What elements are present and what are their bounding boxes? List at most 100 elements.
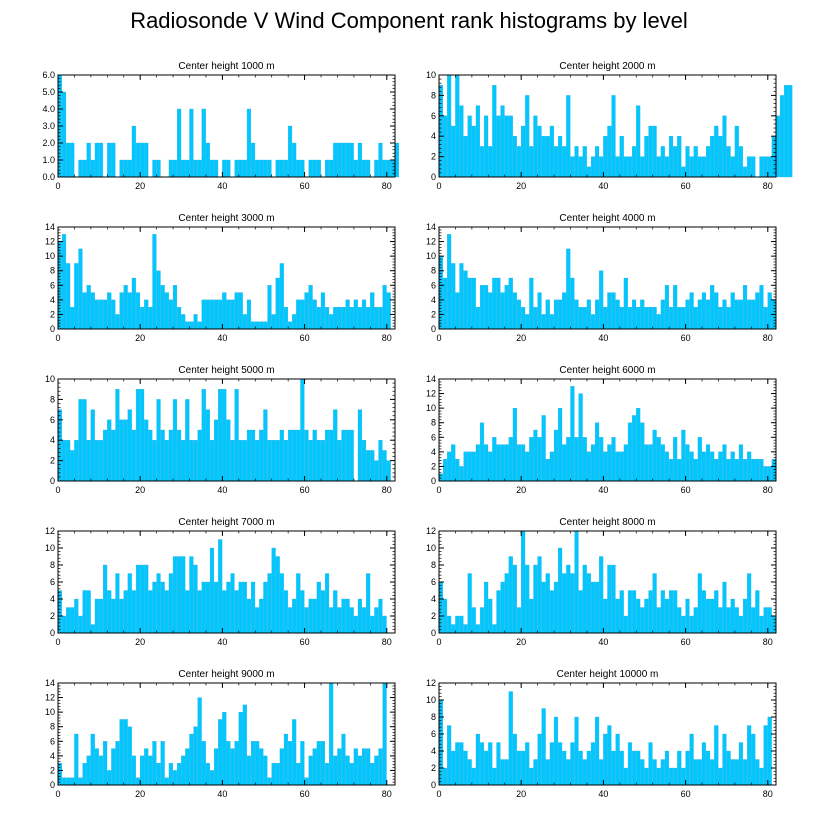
- histogram-bar: [255, 741, 260, 786]
- histogram-bar: [345, 429, 350, 482]
- histogram-bar: [447, 74, 452, 178]
- y-tick-label: 4: [431, 131, 436, 141]
- histogram-bar: [119, 598, 124, 634]
- histogram-bar: [271, 762, 276, 786]
- histogram-bar: [312, 429, 317, 482]
- histogram-bar: [267, 285, 272, 330]
- histogram-bar: [378, 748, 383, 786]
- histogram-bar: [541, 136, 546, 178]
- histogram-bar: [209, 770, 215, 786]
- histogram-bar: [361, 299, 367, 330]
- histogram-bar: [488, 146, 493, 178]
- y-tick-label: 10: [426, 251, 436, 261]
- histogram-bar: [333, 590, 338, 634]
- histogram-bar: [324, 159, 330, 178]
- histogram-bar: [566, 564, 571, 634]
- histogram-bar: [123, 419, 128, 482]
- histogram-bar: [693, 458, 698, 482]
- histogram-bar: [562, 573, 567, 634]
- histogram-bar: [193, 440, 198, 482]
- histogram-bar: [701, 742, 706, 786]
- histogram-bar: [582, 759, 587, 786]
- histogram-bar: [230, 573, 235, 634]
- histogram-bar: [533, 759, 538, 786]
- histogram-bar: [308, 755, 313, 786]
- histogram-bar: [751, 156, 756, 178]
- histogram-bar: [525, 451, 530, 482]
- y-tick-label: 4: [50, 751, 55, 761]
- histogram-bar: [447, 615, 452, 634]
- histogram-bar: [123, 719, 128, 786]
- histogram-bar: [656, 156, 661, 178]
- histogram-bar: [755, 590, 760, 634]
- y-tick-label: 0: [431, 324, 436, 334]
- histogram-bar: [479, 607, 485, 634]
- y-tick-label: 6: [50, 415, 55, 425]
- panel-title: Center height 6000 m: [559, 365, 655, 376]
- histogram-bar: [357, 306, 362, 330]
- histogram-bar: [734, 458, 739, 482]
- histogram-bar: [525, 564, 530, 634]
- histogram-bar: [201, 741, 206, 786]
- histogram-bar: [82, 590, 87, 634]
- histogram-bar: [316, 440, 321, 482]
- histogram-bar: [689, 292, 694, 330]
- histogram-bar: [566, 248, 571, 330]
- x-tick-label: 20: [135, 333, 145, 343]
- histogram-bar: [632, 590, 637, 634]
- y-tick-label: 6: [431, 729, 436, 739]
- histogram-bar: [246, 598, 252, 634]
- histogram-bar: [259, 748, 264, 786]
- histogram-bar: [442, 115, 448, 178]
- histogram-bar: [255, 440, 260, 482]
- histogram-bar: [467, 277, 472, 330]
- histogram-bar: [366, 748, 371, 786]
- histogram-bar: [148, 429, 153, 482]
- histogram-bar: [537, 125, 542, 178]
- histogram-bar: [475, 733, 480, 786]
- histogram-bar: [734, 759, 739, 786]
- histogram-bar: [693, 607, 698, 634]
- histogram-bar: [479, 742, 485, 786]
- y-tick-label: 6: [50, 280, 55, 290]
- histogram-bar: [312, 299, 317, 330]
- histogram-bar: [652, 306, 657, 330]
- histogram-bar: [127, 573, 132, 634]
- histogram-bar: [107, 142, 112, 178]
- histogram-bar: [512, 136, 517, 178]
- histogram-bar: [677, 136, 682, 178]
- panel-title: Center height 1000 m: [178, 61, 274, 72]
- histogram-bar: [582, 437, 587, 482]
- histogram-bar: [726, 750, 731, 786]
- histogram-bar: [251, 429, 256, 482]
- y-tick-label: 6: [431, 432, 436, 442]
- histogram-bar: [652, 429, 657, 482]
- x-tick-label: 80: [382, 789, 392, 799]
- histogram-bar: [140, 564, 145, 634]
- histogram-bar: [119, 292, 124, 330]
- histogram-bar: [123, 159, 128, 178]
- histogram-bar: [148, 306, 153, 330]
- histogram-bar: [455, 292, 460, 330]
- y-tick-label: 4: [431, 447, 436, 457]
- histogram-bar: [447, 725, 452, 786]
- histogram-bar: [214, 159, 219, 178]
- histogram-bar: [767, 292, 772, 330]
- histogram-bar: [648, 306, 653, 330]
- histogram-bar: [590, 742, 596, 786]
- histogram-bar: [484, 750, 489, 786]
- histogram-bar: [734, 299, 739, 330]
- histogram-bar: [516, 750, 522, 786]
- y-tick-label: 4: [431, 746, 436, 756]
- x-tick-label: 80: [763, 333, 773, 343]
- histogram-bar: [300, 159, 305, 178]
- y-tick-label: 12: [426, 237, 436, 247]
- y-tick-label: 0: [50, 628, 55, 638]
- histogram-bar: [251, 321, 256, 330]
- histogram-bar: [562, 146, 567, 178]
- histogram-bar: [508, 691, 513, 786]
- histogram-bar: [156, 762, 161, 786]
- histogram-bar: [94, 748, 99, 786]
- x-tick-label: 20: [135, 789, 145, 799]
